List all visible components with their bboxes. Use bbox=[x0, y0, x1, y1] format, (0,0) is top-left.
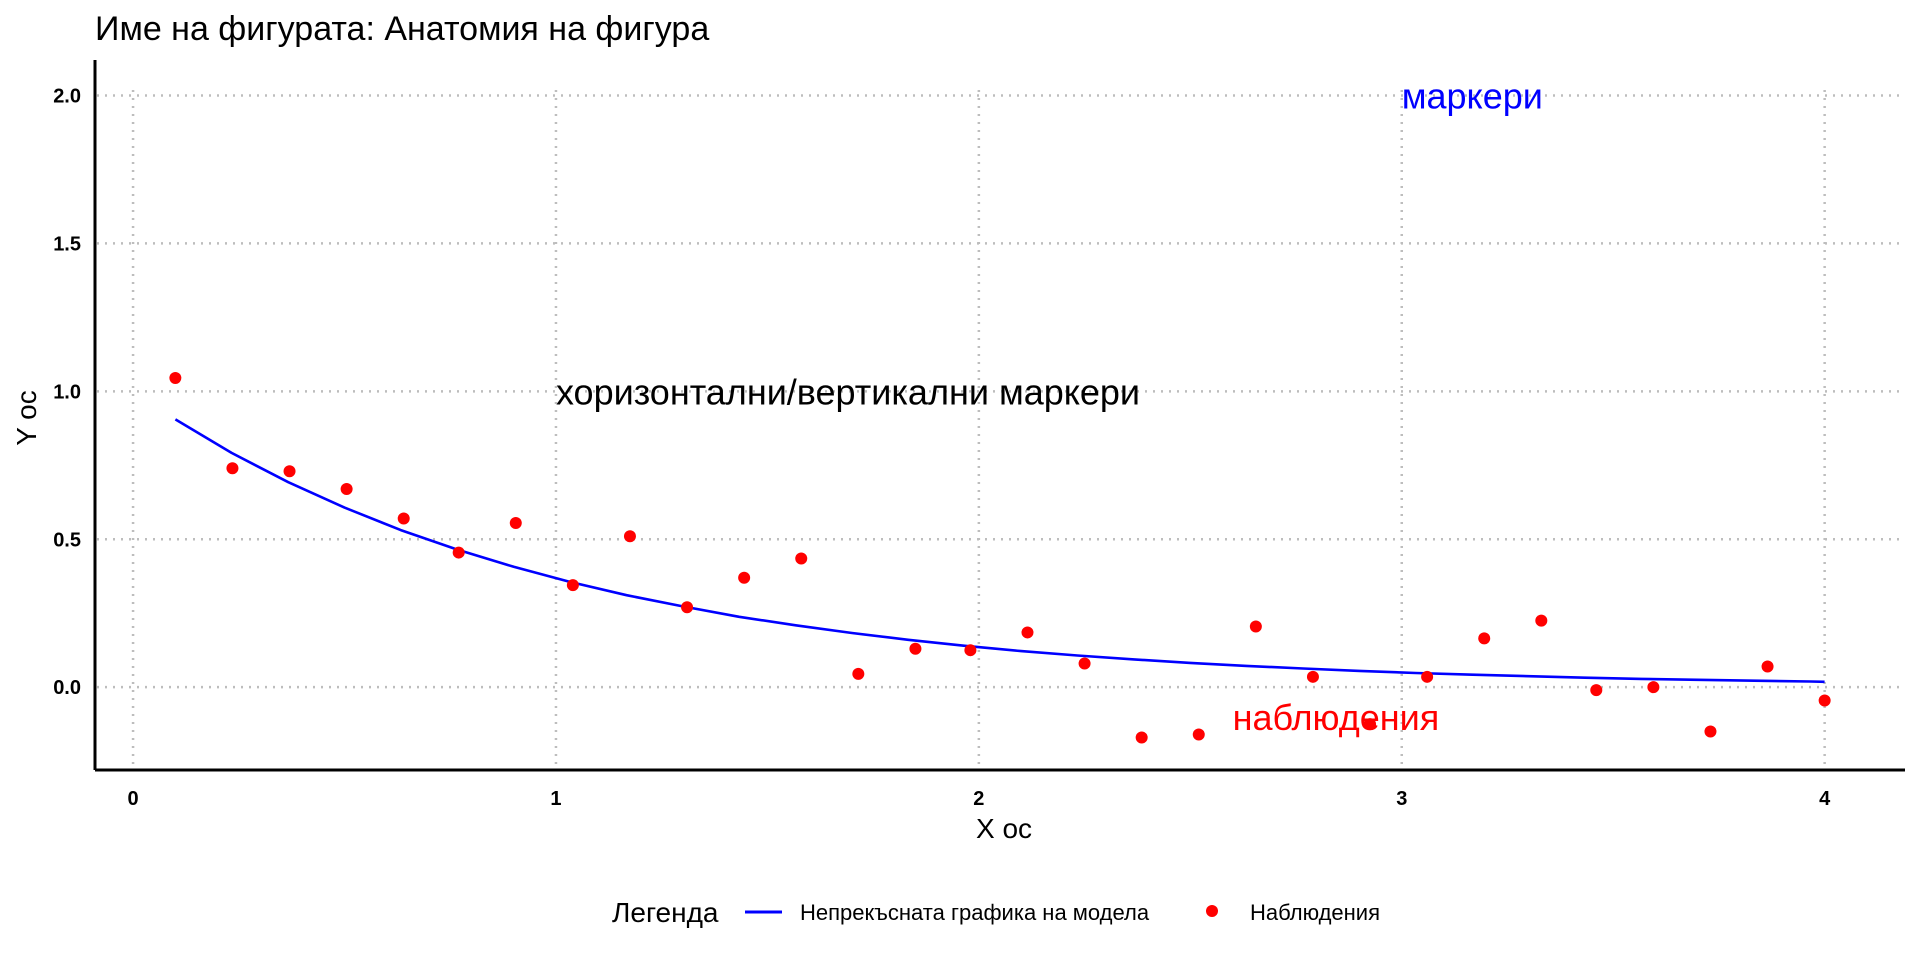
observation-point bbox=[1192, 728, 1205, 741]
observation-point bbox=[452, 546, 465, 559]
grid bbox=[97, 90, 1905, 768]
observation-point bbox=[1364, 718, 1377, 731]
observation-point bbox=[1306, 670, 1319, 683]
observation-point bbox=[340, 482, 353, 495]
plot-series bbox=[169, 372, 1831, 744]
observation-point bbox=[1535, 614, 1548, 627]
x-tick-label: 4 bbox=[1819, 788, 1831, 810]
observation-point bbox=[283, 465, 296, 478]
legend: Легенда Непрекъсната графика на модела Наб… bbox=[612, 897, 1380, 928]
observation-point bbox=[1135, 731, 1148, 744]
observation-point bbox=[169, 372, 182, 385]
legend-point-swatch bbox=[1206, 905, 1218, 917]
legend-entry-label: Наблюдения bbox=[1250, 900, 1380, 925]
observation-point bbox=[1078, 657, 1091, 670]
y-tick-label: 1.5 bbox=[53, 233, 81, 255]
observation-point bbox=[1647, 681, 1660, 694]
y-tick-label: 0.5 bbox=[53, 529, 81, 551]
annotations: маркери хоризонтални/вертикални маркери на… bbox=[556, 76, 1543, 738]
observation-point bbox=[509, 516, 522, 529]
x-tick-label: 3 bbox=[1396, 788, 1407, 810]
x-tick-label: 2 bbox=[973, 788, 984, 810]
observation-point bbox=[909, 642, 922, 655]
observation-point bbox=[397, 512, 410, 525]
observation-point bbox=[738, 571, 751, 584]
legend-title: Легенда bbox=[612, 897, 719, 928]
annotation-text: хоризонтални/вертикални маркери bbox=[556, 371, 1140, 412]
annotation-text: маркери bbox=[1402, 76, 1543, 117]
y-tick-label: 1.0 bbox=[53, 381, 81, 403]
observation-point bbox=[964, 644, 977, 657]
observation-point bbox=[623, 530, 636, 543]
observation-point bbox=[1818, 694, 1831, 707]
tick-labels: 0 1 2 3 4 0.0 0.5 1.0 1.5 2.0 bbox=[53, 86, 1831, 811]
annotation-text: наблюдения bbox=[1233, 697, 1440, 738]
observation-point bbox=[1421, 670, 1434, 683]
observation-point bbox=[226, 462, 239, 475]
observation-point bbox=[795, 552, 808, 565]
y-tick-label: 2.0 bbox=[53, 86, 81, 108]
y-tick-label: 0.0 bbox=[53, 677, 81, 699]
x-axis-label: X ос bbox=[976, 813, 1032, 844]
model-curve-line bbox=[174, 418, 1825, 684]
x-tick-label: 0 bbox=[127, 788, 138, 810]
y-axis-label: Y ос bbox=[11, 390, 42, 446]
observation-point bbox=[681, 601, 694, 614]
axes bbox=[93, 60, 1905, 772]
legend-entry-label: Непрекъсната графика на модела bbox=[800, 900, 1150, 925]
observation-point bbox=[1249, 620, 1262, 633]
observation-point bbox=[566, 579, 579, 592]
observation-point bbox=[1021, 626, 1034, 639]
chart-title: Име на фигурата: Анатомия на фигура bbox=[95, 10, 709, 48]
observation-point bbox=[1478, 632, 1491, 645]
observation-point bbox=[1590, 684, 1603, 697]
observation-point bbox=[852, 667, 865, 680]
observation-point bbox=[1704, 725, 1717, 738]
observation-point bbox=[1761, 660, 1774, 673]
x-tick-label: 1 bbox=[550, 788, 561, 810]
